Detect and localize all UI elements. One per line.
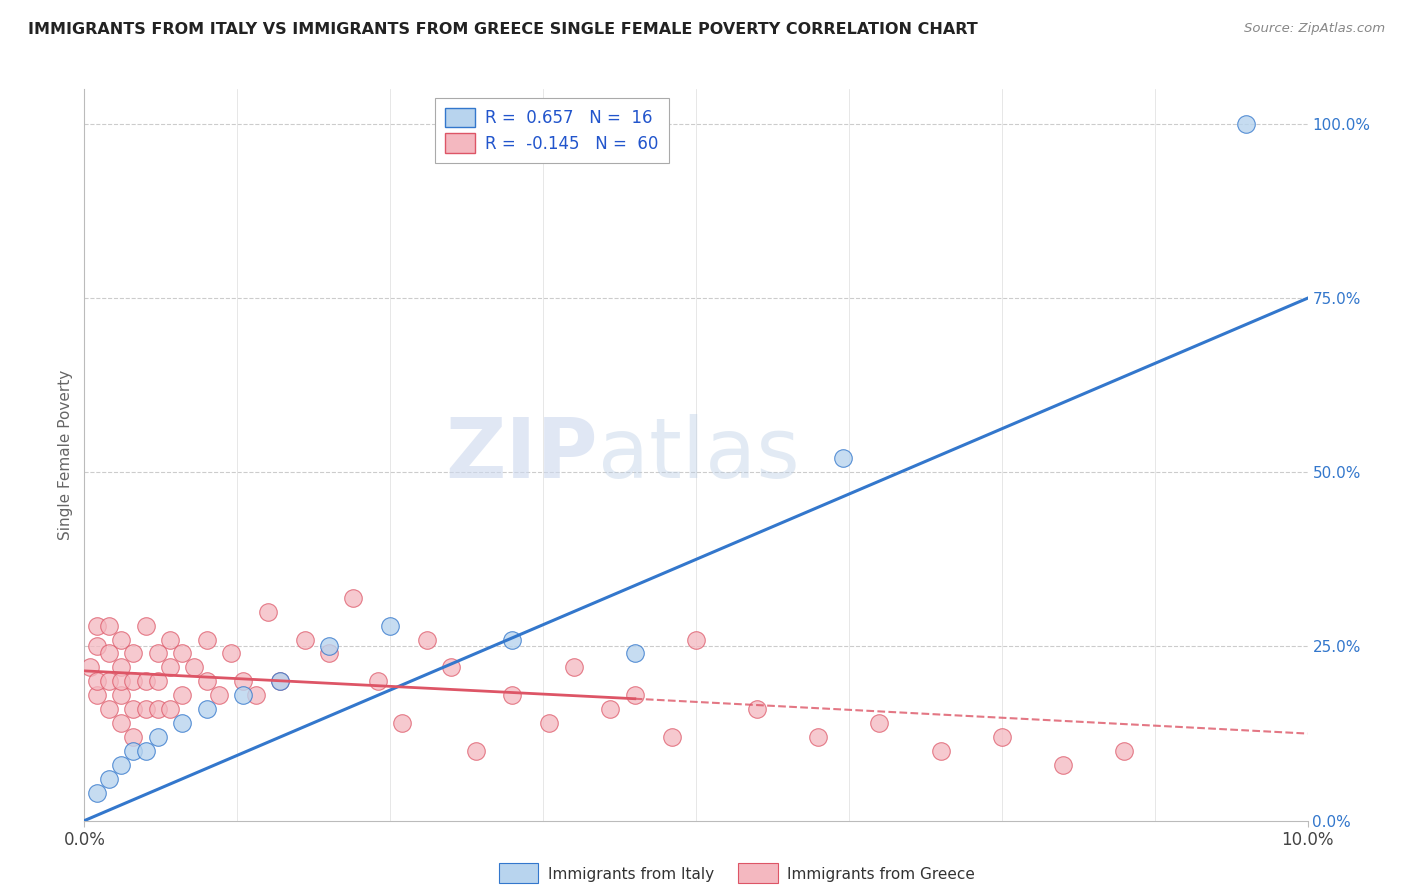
Text: Source: ZipAtlas.com: Source: ZipAtlas.com: [1244, 22, 1385, 36]
Point: [869, 716, 891, 731]
Point: [661, 730, 683, 744]
Point: [122, 647, 145, 661]
Legend: R =  0.657   N =  16, R =  -0.145   N =  60: R = 0.657 N = 16, R = -0.145 N = 60: [436, 97, 669, 162]
Text: atlas: atlas: [598, 415, 800, 495]
Point: [86, 786, 108, 800]
Point: [97, 674, 120, 689]
Point: [135, 744, 157, 758]
Text: Immigrants from Greece: Immigrants from Greece: [787, 867, 976, 881]
Point: [195, 702, 218, 716]
Point: [159, 632, 181, 647]
Point: [367, 674, 389, 689]
Point: [172, 688, 194, 702]
Point: [172, 716, 194, 731]
Point: [1052, 758, 1074, 772]
Point: [269, 674, 291, 689]
Point: [219, 647, 242, 661]
Point: [599, 702, 621, 716]
Point: [269, 674, 291, 689]
Point: [146, 674, 169, 689]
Point: [110, 758, 132, 772]
Point: [97, 772, 120, 786]
Point: [86, 640, 108, 654]
Point: [97, 618, 120, 632]
Y-axis label: Single Female Poverty: Single Female Poverty: [58, 370, 73, 540]
Point: [146, 702, 169, 716]
Point: [195, 632, 218, 647]
Point: [929, 744, 952, 758]
Point: [232, 674, 254, 689]
Point: [991, 730, 1014, 744]
Point: [391, 716, 413, 731]
Point: [86, 688, 108, 702]
Point: [159, 660, 181, 674]
Text: ZIP: ZIP: [446, 415, 598, 495]
Point: [831, 451, 853, 466]
Point: [208, 688, 231, 702]
Point: [97, 647, 120, 661]
Point: [502, 688, 524, 702]
Point: [685, 632, 707, 647]
Point: [97, 702, 120, 716]
Point: [159, 702, 181, 716]
Point: [232, 688, 254, 702]
Point: [122, 702, 145, 716]
Point: [146, 730, 169, 744]
Point: [380, 618, 402, 632]
Point: [135, 702, 157, 716]
Point: [464, 744, 486, 758]
Point: [416, 632, 439, 647]
Point: [110, 716, 132, 731]
Point: [135, 618, 157, 632]
Point: [86, 674, 108, 689]
Point: [110, 688, 132, 702]
Point: [79, 660, 101, 674]
Point: [318, 640, 340, 654]
Point: [1114, 744, 1136, 758]
Point: [502, 632, 524, 647]
Point: [122, 744, 145, 758]
Point: [562, 660, 585, 674]
Point: [195, 674, 218, 689]
Point: [257, 605, 280, 619]
Point: [110, 674, 132, 689]
Point: [110, 632, 132, 647]
Point: [294, 632, 316, 647]
Point: [538, 716, 561, 731]
Point: [245, 688, 267, 702]
Text: Immigrants from Italy: Immigrants from Italy: [548, 867, 714, 881]
Point: [135, 674, 157, 689]
Point: [318, 647, 340, 661]
Point: [342, 591, 364, 605]
Point: [624, 688, 647, 702]
Point: [440, 660, 463, 674]
Text: IMMIGRANTS FROM ITALY VS IMMIGRANTS FROM GREECE SINGLE FEMALE POVERTY CORRELATIO: IMMIGRANTS FROM ITALY VS IMMIGRANTS FROM…: [28, 22, 977, 37]
Point: [807, 730, 830, 744]
Point: [1236, 117, 1258, 131]
Point: [122, 674, 145, 689]
Point: [172, 647, 194, 661]
Point: [747, 702, 769, 716]
Point: [86, 618, 108, 632]
Point: [146, 647, 169, 661]
Point: [110, 660, 132, 674]
Point: [122, 730, 145, 744]
Point: [183, 660, 205, 674]
Point: [624, 647, 647, 661]
